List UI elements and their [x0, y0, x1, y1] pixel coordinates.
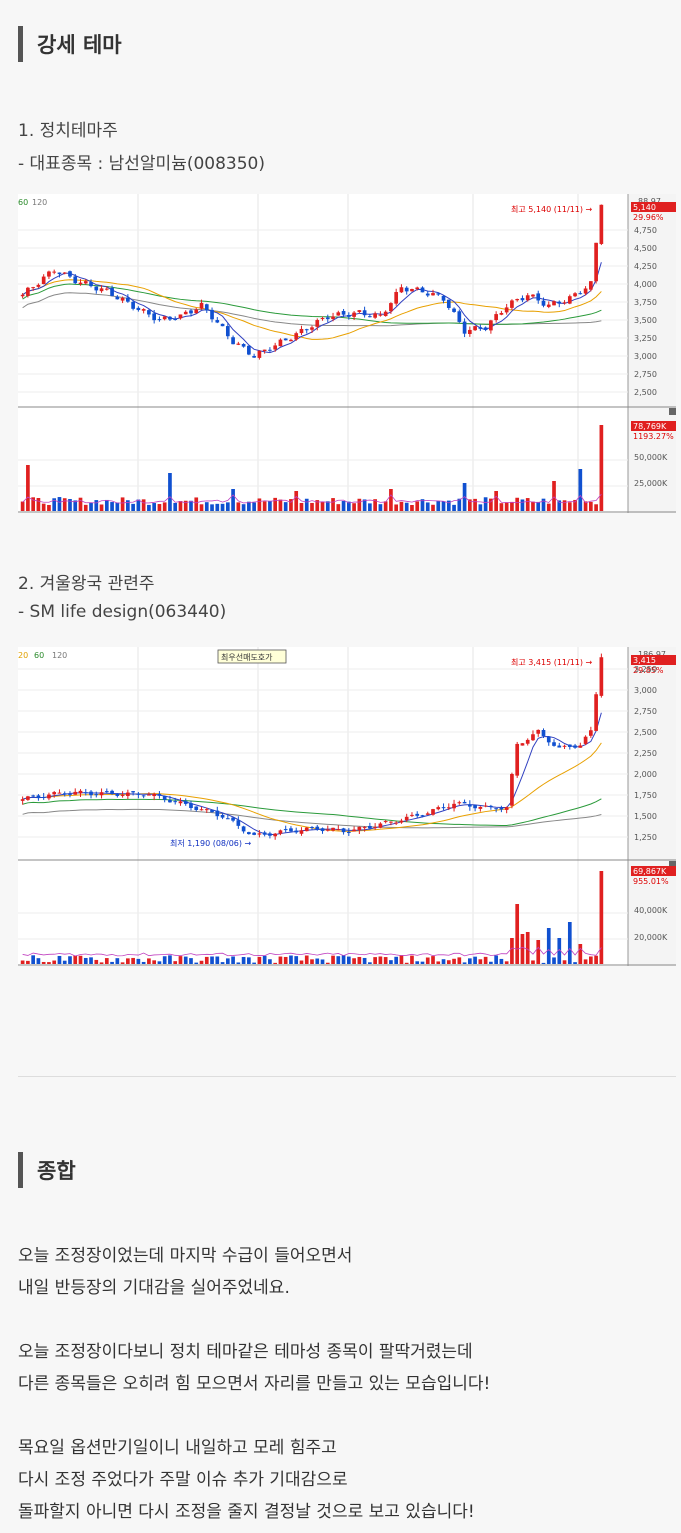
stock-chart-2: 20 60 120 최우선매도호가 최고 3,415 (11/11) → 최저 … [18, 647, 676, 966]
section-title: 종합 [37, 1159, 76, 1183]
chart1-vol-tick-2: 25,000K [634, 479, 668, 488]
chart2-volume: 69,867K [633, 867, 667, 876]
price-tick: 3,000 [634, 686, 657, 695]
chart1-volume: 78,769K [633, 422, 667, 431]
price-tick: 2,250 [634, 749, 657, 758]
price-tick: 2,500 [634, 728, 657, 737]
section-divider [18, 1076, 676, 1077]
summary-line: 돌파할지 아니면 다시 조정을 줄지 결정날 것으로 보고 있습니다! [18, 1502, 475, 1522]
price-tick: 2,750 [634, 707, 657, 716]
chart2-ma-20: 20 [18, 651, 28, 660]
price-tick: 2,000 [634, 770, 657, 779]
chart2-vol-tick-2: 40,000K [634, 906, 668, 915]
summary-line: 오늘 조정장이었는데 마지막 수급이 들어오면서 [18, 1246, 353, 1266]
summary-line: 오늘 조정장이다보니 정치 테마같은 테마성 종목이 팔딱거렸는데 [18, 1342, 473, 1362]
price-tick: 3,250 [634, 334, 657, 343]
chart2-vol-tick-3: 20,000K [634, 933, 668, 942]
price-tick: 1,750 [634, 791, 657, 800]
price-tick: 3,250 [634, 665, 657, 674]
chart2-peak-label: 최고 3,415 (11/11) → [511, 657, 593, 667]
price-tick: 4,250 [634, 262, 657, 271]
price-tick: 4,000 [634, 280, 657, 289]
summary-line: 목요일 옵션만기일이니 내일하고 모레 힘주고 [18, 1438, 337, 1458]
chart2-top-label: 186.97 [638, 650, 666, 659]
stock-chart-1: 60 120 최고 5,140 (11/11) → 88.97 5,140 29… [18, 194, 676, 513]
chart2-change: 29.85% [633, 666, 664, 675]
chart1-change: 29.96% [633, 213, 664, 222]
chart2-volume-change: 955.01% [633, 877, 669, 886]
chart1-svg: 60 120 최고 5,140 (11/11) → 88.97 5,140 29… [18, 194, 676, 513]
chart2-current-price: 3,415 [633, 656, 656, 665]
chart2-ma-120: 120 [52, 651, 67, 660]
theme1-title: 1. 정치테마주 [18, 121, 118, 141]
chart1-ma-120: 120 [32, 198, 47, 207]
price-tick: 2,750 [634, 370, 657, 379]
chart2-low-label: 최저 1,190 (08/06) → [170, 838, 252, 848]
chart1-ma-60: 60 [18, 198, 28, 207]
price-tick: 1,500 [634, 812, 657, 821]
summary-line [18, 1400, 490, 1432]
summary-text: 오늘 조정장이었는데 마지막 수급이 들어오면서 내일 반등장의 기대감을 실어… [18, 1240, 490, 1528]
section-bar [18, 26, 23, 62]
price-tick: 3,000 [634, 352, 657, 361]
chart1-vol-tick-1: 50,000K [634, 453, 668, 462]
theme2-title: 2. 겨울왕국 관련주 [18, 574, 155, 594]
summary-line: 내일 반등장의 기대감을 실어주었네요. [18, 1278, 290, 1298]
chart2-ma-60: 60 [34, 651, 44, 660]
summary-line: 다시 조정 주었다가 주말 이슈 추가 기대감으로 [18, 1470, 348, 1490]
summary-line: 다른 종목들은 오히려 힘 모으면서 자리를 만들고 있는 모습입니다! [18, 1374, 491, 1394]
theme1-rep-stock: - 대표종목 : 남선알미늄(008350) [18, 154, 265, 174]
chart1-top-label: 88.97 [638, 197, 661, 206]
price-tick: 4,750 [634, 226, 657, 235]
price-tick: 3,750 [634, 298, 657, 307]
price-tick: 2,500 [634, 388, 657, 397]
section-bar [18, 1152, 23, 1188]
section-header-strong-theme: 강세 테마 [18, 26, 122, 62]
chart1-volume-change: 1193.27% [633, 432, 674, 441]
price-tick: 1,250 [634, 833, 657, 842]
chart1-current-price: 5,140 [633, 203, 656, 212]
chart2-badge: 최우선매도호가 [221, 652, 273, 662]
summary-line [18, 1304, 490, 1336]
price-tick: 3,500 [634, 316, 657, 325]
section-header-summary: 종합 [18, 1152, 76, 1188]
chart2-svg: 20 60 120 최우선매도호가 최고 3,415 (11/11) → 최저 … [18, 647, 676, 966]
section-title: 강세 테마 [37, 33, 122, 57]
price-tick: 4,500 [634, 244, 657, 253]
theme2-rep-stock: - SM life design(063440) [18, 602, 227, 622]
chart1-peak-label: 최고 5,140 (11/11) → [511, 204, 593, 214]
